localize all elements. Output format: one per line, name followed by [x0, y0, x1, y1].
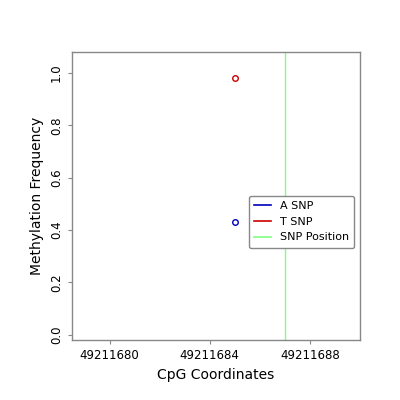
Y-axis label: Methylation Frequency: Methylation Frequency — [30, 117, 44, 275]
X-axis label: CpG Coordinates: CpG Coordinates — [157, 368, 275, 382]
Legend: A SNP, T SNP, SNP Position: A SNP, T SNP, SNP Position — [249, 196, 354, 248]
